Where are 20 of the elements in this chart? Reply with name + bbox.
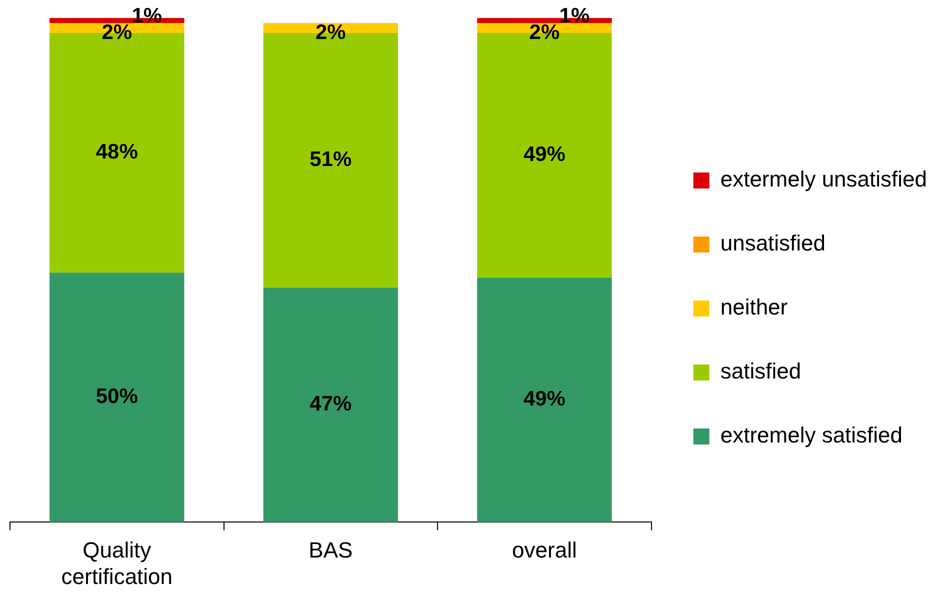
data-label: 48%	[96, 140, 138, 164]
data-label: 49%	[523, 388, 566, 411]
data-label: 51%	[310, 148, 352, 172]
legend-label: extremely satisfied	[720, 422, 903, 448]
data-label: 50%	[96, 385, 138, 408]
x-tick-label: overall	[512, 537, 577, 562]
data-label: 2%	[102, 20, 132, 44]
x-tick-label: BAS	[308, 537, 353, 562]
data-label: 47%	[310, 392, 352, 416]
x-tick-label: Quality certification	[61, 537, 173, 589]
legend-label: satisfied	[720, 358, 802, 384]
legend-label: unsatisfied	[720, 230, 826, 256]
data-label: 2%	[315, 20, 346, 44]
data-label: 2%	[529, 20, 560, 44]
data-label: 49%	[523, 143, 566, 166]
legend-label: neither	[720, 294, 788, 320]
bar	[50, 272, 184, 522]
bar	[263, 288, 398, 522]
legend-label: extermely unsatisfied	[720, 166, 928, 192]
bar	[477, 278, 612, 522]
